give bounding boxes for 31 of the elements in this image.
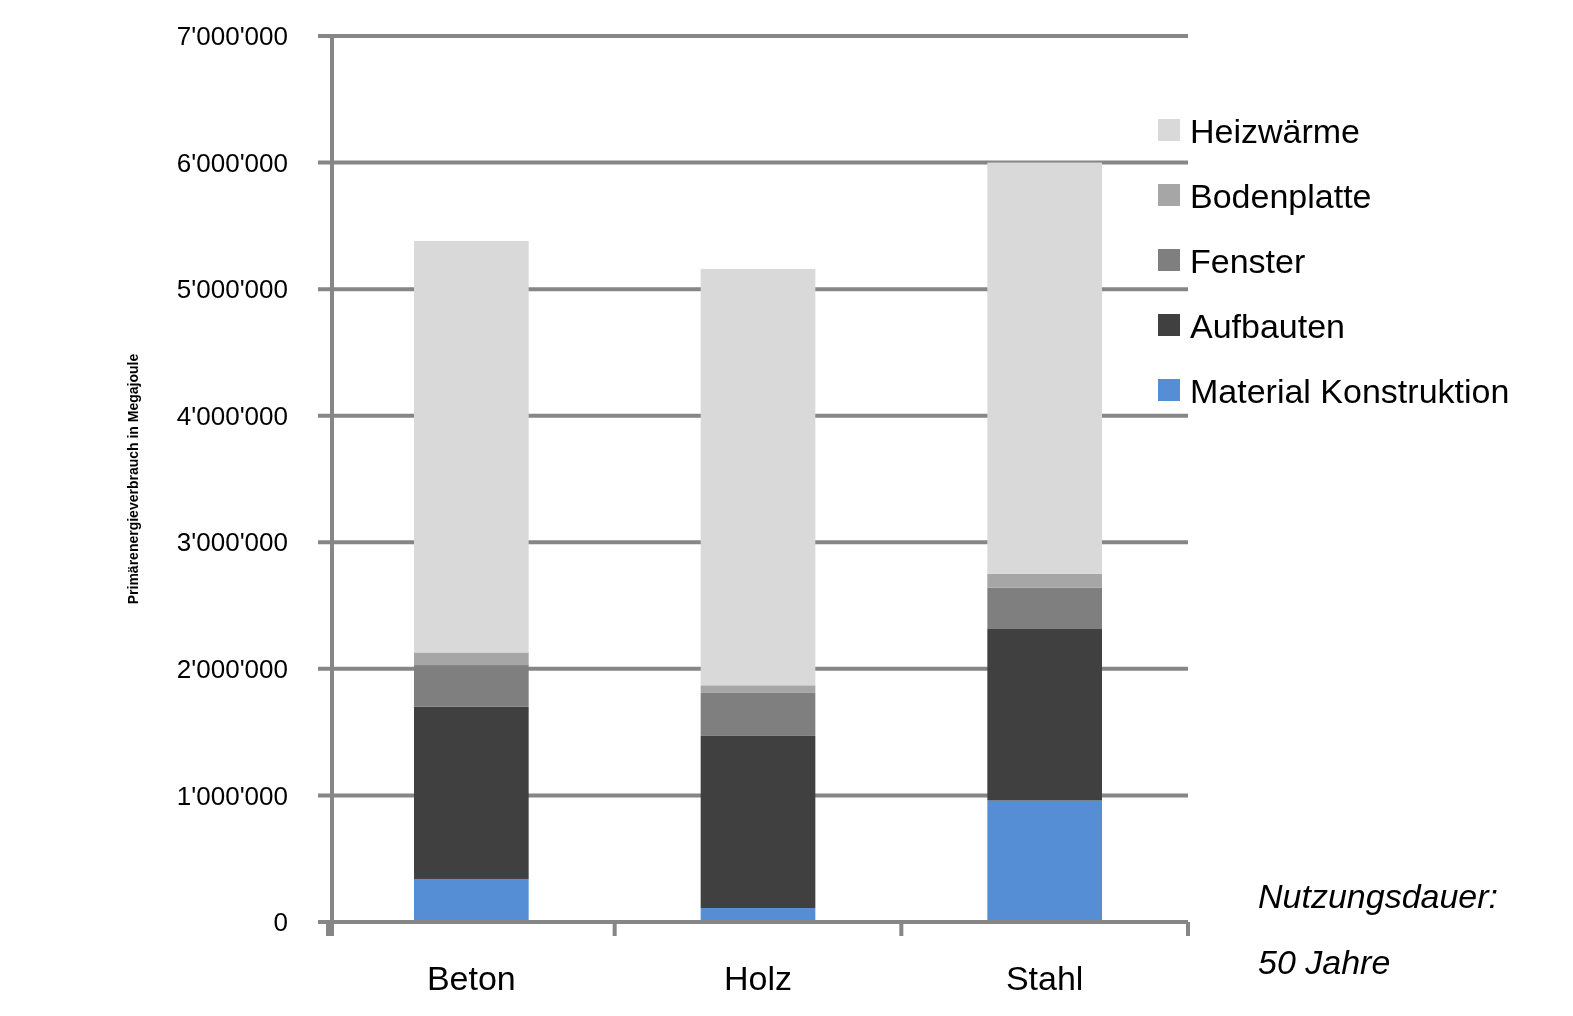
y-tick-label: 5'000'000 <box>176 274 288 305</box>
y-tick-label: 3'000'000 <box>176 527 288 558</box>
bar <box>987 573 1102 588</box>
legend-label: Heizwärme <box>1190 111 1361 150</box>
x-tick-label: Stahl <box>1005 959 1084 997</box>
bar <box>700 268 816 686</box>
legend-label: Material Konstruktion <box>1190 371 1510 410</box>
bar <box>700 735 816 909</box>
bar <box>414 706 529 879</box>
y-tick-label: 2'000'000 <box>176 653 288 684</box>
legend-label: Fenster <box>1190 241 1306 280</box>
x-tick-label: Holz <box>723 959 793 997</box>
bar <box>414 652 529 666</box>
y-tick-label: 4'000'000 <box>176 400 288 431</box>
y-tick-label: 7'000'000 <box>176 21 288 52</box>
bar <box>987 162 1102 574</box>
text: Nutzungsdauer: 50 Jahre <box>1258 877 1499 981</box>
bar <box>700 692 816 736</box>
legend-label: Aufbauten <box>1190 306 1346 345</box>
y-tick-label: 1'000'000 <box>176 780 288 811</box>
bar <box>700 685 816 693</box>
bar <box>414 878 529 922</box>
bar <box>987 800 1102 922</box>
legend-label: Bodenplatte <box>1190 176 1372 215</box>
y-axis-title: Primärenergieverbrauch in Megajoule <box>125 353 141 605</box>
bar <box>987 587 1102 629</box>
bar <box>987 628 1102 801</box>
bar <box>414 241 529 653</box>
y-tick-label: 0 <box>273 907 288 938</box>
x-tick-label: Beton <box>426 959 516 997</box>
y-tick-label: 6'000'000 <box>176 147 288 178</box>
